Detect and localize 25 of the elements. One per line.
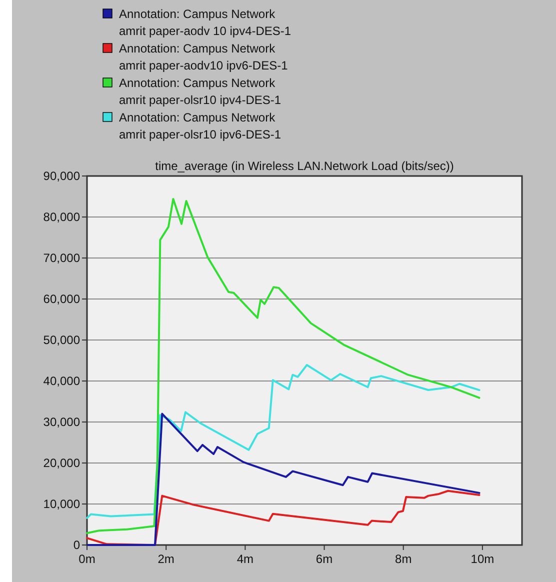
y-tick-label: 20,000 (43, 456, 80, 470)
legend-label: Annotation: Campus Network amrit paper-olsr10 ipv4-DES-1 (119, 76, 282, 107)
y-tick-label: 30,000 (43, 415, 80, 429)
y-tick-label: 90,000 (43, 169, 80, 183)
line-series (86, 490, 480, 546)
legend-label: Annotation: Campus Network amrit paper-aodv 10 ipv4-DES-1 (119, 7, 292, 38)
line-series (86, 412, 480, 546)
y-tick-label: 0 (73, 538, 80, 552)
x-tick-label: 10m (470, 552, 494, 566)
x-tick-label: 8m (395, 552, 412, 566)
x-tick-label: 4m (236, 552, 254, 566)
legend-label: Annotation: Campus Network amrit paper-aodv10 ipv6-DES-1 (119, 42, 288, 72)
y-tick-label: 50,000 (43, 333, 80, 347)
legend-label: Annotation: Campus Network amrit paper-olsr10 ipv6-DES-1 (119, 110, 282, 142)
chart-title: time_average (in Wireless LAN.Network Load (bits/sec)) (155, 159, 454, 173)
y-tick-label: 70,000 (43, 251, 80, 265)
y-tick-label: 60,000 (43, 292, 80, 306)
y-tick-label: 80,000 (43, 210, 80, 224)
y-tick-label: 10,000 (43, 497, 80, 511)
x-tick-label: 0m (78, 552, 96, 566)
x-tick-label: 6m (316, 552, 333, 566)
x-tick-label: 2m (158, 552, 174, 566)
y-tick-label: 40,000 (43, 374, 80, 388)
line-series (86, 364, 480, 519)
line-series (86, 198, 480, 534)
